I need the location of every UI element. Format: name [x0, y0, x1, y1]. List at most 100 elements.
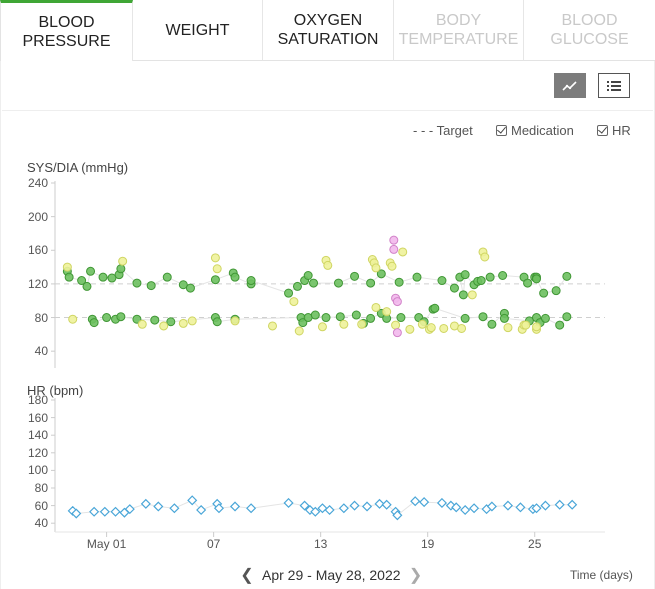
bp-point-dark[interactable]	[334, 278, 343, 288]
hr-point[interactable]	[324, 504, 335, 516]
bp-point-dark[interactable]	[298, 318, 308, 328]
bp-point-light[interactable]	[118, 256, 128, 266]
tab-body-temperature[interactable]: Body Temperature	[394, 0, 524, 61]
bp-point-dark[interactable]	[162, 272, 172, 282]
bp-point-dark[interactable]	[292, 281, 302, 291]
bp-point-dark[interactable]	[350, 271, 360, 281]
bp-point-flagged[interactable]	[389, 244, 399, 254]
tab-oxygen-saturation[interactable]: Oxygen Saturation	[263, 0, 394, 61]
hr-point[interactable]	[317, 503, 328, 514]
bp-point-dark[interactable]	[132, 278, 142, 288]
hr-point[interactable]	[531, 503, 542, 514]
bp-point-light[interactable]	[339, 319, 349, 329]
bp-point-light[interactable]	[371, 263, 381, 273]
bp-point-dark[interactable]	[478, 312, 488, 322]
bp-point-light[interactable]	[426, 323, 436, 333]
bp-point-light[interactable]	[521, 320, 531, 330]
hr-point[interactable]	[361, 501, 373, 512]
bp-point-dark[interactable]	[430, 303, 440, 313]
bp-point-dark[interactable]	[540, 313, 550, 323]
bp-point-dark[interactable]	[555, 320, 565, 330]
bp-point-dark[interactable]	[394, 277, 404, 287]
bp-point-dark[interactable]	[562, 271, 572, 281]
bp-point-light[interactable]	[212, 264, 222, 274]
chevron-right-icon[interactable]: ❯	[408, 567, 423, 584]
bp-point-dark[interactable]	[396, 313, 406, 323]
bp-point-light[interactable]	[457, 323, 467, 333]
hr-point[interactable]	[229, 501, 241, 512]
bp-point-dark[interactable]	[77, 276, 87, 286]
bp-point-light[interactable]	[398, 247, 408, 257]
bp-point-light[interactable]	[439, 323, 449, 333]
bp-point-light[interactable]	[178, 318, 188, 328]
bp-point-light[interactable]	[230, 316, 240, 326]
hr-point[interactable]	[567, 499, 578, 510]
hr-point[interactable]	[89, 506, 100, 517]
bp-point-dark[interactable]	[523, 278, 533, 288]
hr-point[interactable]	[349, 500, 360, 511]
bp-point-light[interactable]	[391, 320, 401, 330]
bp-point-light[interactable]	[62, 262, 72, 272]
bp-point-dark[interactable]	[102, 313, 112, 323]
hr-point[interactable]	[460, 504, 471, 516]
bp-point-flagged[interactable]	[392, 328, 402, 338]
hr-point[interactable]	[213, 503, 225, 514]
bp-point-dark[interactable]	[366, 313, 376, 323]
bp-point-light[interactable]	[267, 321, 277, 331]
hr-point[interactable]	[486, 501, 497, 512]
bp-point-dark[interactable]	[146, 281, 156, 291]
bp-point-light[interactable]	[317, 322, 327, 332]
bp-point-dark[interactable]	[562, 312, 572, 322]
tab-weight[interactable]: Weight	[133, 0, 263, 61]
bp-point-light[interactable]	[371, 302, 381, 312]
bp-point-dark[interactable]	[230, 272, 240, 282]
hr-point[interactable]	[338, 503, 349, 514]
hr-point[interactable]	[299, 500, 310, 511]
bp-point-light[interactable]	[187, 316, 197, 326]
bp-point-dark[interactable]	[476, 276, 486, 286]
tab-blood-pressure[interactable]: Blood Pressure	[0, 0, 133, 61]
bp-point-light[interactable]	[382, 307, 392, 317]
bp-point-light[interactable]	[387, 261, 397, 271]
hr-point[interactable]	[392, 510, 403, 521]
hr-point[interactable]	[419, 497, 430, 508]
hr-point[interactable]	[310, 506, 321, 517]
bp-point-dark[interactable]	[212, 317, 222, 327]
hr-point[interactable]	[540, 500, 551, 511]
legend-hr-toggle[interactable]: HR	[597, 123, 631, 138]
bp-point-light[interactable]	[503, 323, 513, 333]
bp-point-dark[interactable]	[185, 283, 195, 293]
bp-point-dark[interactable]	[284, 288, 294, 298]
bp-point-dark[interactable]	[82, 281, 92, 291]
bp-point-dark[interactable]	[351, 310, 361, 320]
bp-point-dark[interactable]	[487, 319, 497, 329]
bp-point-dark[interactable]	[89, 318, 99, 328]
bp-point-dark[interactable]	[321, 313, 331, 323]
bp-point-dark[interactable]	[437, 276, 447, 286]
legend-medication-toggle[interactable]: Medication	[496, 123, 574, 138]
chart-view-button[interactable]	[554, 73, 586, 98]
bp-point-dark[interactable]	[532, 274, 542, 284]
hr-point[interactable]	[410, 496, 421, 507]
hr-point[interactable]	[110, 506, 121, 517]
bp-point-light[interactable]	[159, 321, 169, 331]
hr-point[interactable]	[451, 502, 462, 513]
hr-point[interactable]	[153, 501, 164, 512]
bp-point-dark[interactable]	[132, 314, 142, 324]
hr-point[interactable]	[169, 503, 180, 514]
bp-point-dark[interactable]	[335, 312, 345, 322]
hr-point[interactable]	[196, 504, 207, 516]
bp-point-light[interactable]	[405, 324, 415, 334]
list-view-button[interactable]	[598, 73, 630, 98]
hr-point[interactable]	[469, 503, 480, 514]
bp-point-light[interactable]	[480, 252, 490, 262]
hr-point[interactable]	[140, 498, 151, 509]
hr-point[interactable]	[71, 508, 82, 519]
bp-point-dark[interactable]	[116, 264, 126, 274]
bp-point-dark[interactable]	[460, 270, 470, 280]
bp-point-light[interactable]	[357, 319, 367, 329]
bp-point-light[interactable]	[68, 314, 78, 324]
bp-point-flagged[interactable]	[389, 235, 399, 245]
bp-point-dark[interactable]	[458, 290, 468, 300]
bp-point-dark[interactable]	[309, 278, 319, 288]
